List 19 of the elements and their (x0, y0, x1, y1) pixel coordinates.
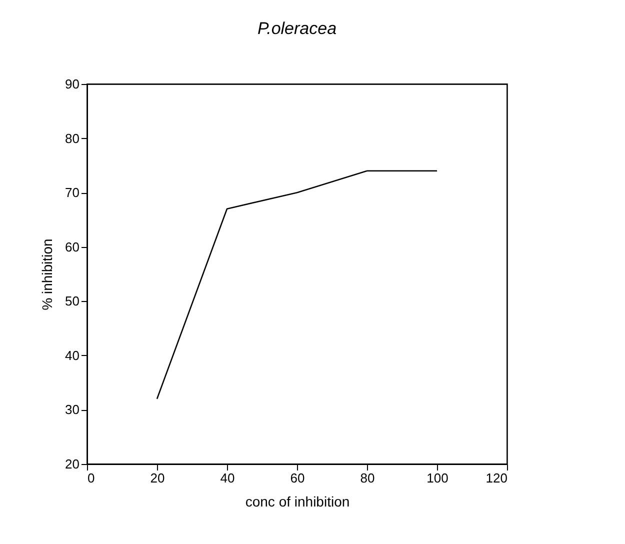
y-tick-label: 30 (65, 402, 80, 418)
x-tick-label: 20 (150, 470, 165, 486)
x-tick-label: 60 (290, 470, 305, 486)
x-axis-title: conc of inhibition (245, 494, 350, 510)
chart-title: P.oleracea (257, 19, 337, 38)
y-tick-label: 20 (65, 456, 80, 472)
y-tick-label: 60 (65, 239, 80, 254)
x-tick-label: 80 (360, 470, 375, 486)
y-axis-title: % inhibition (39, 238, 56, 310)
y-tick-label: 80 (65, 130, 80, 146)
y-tick-label: 40 (65, 348, 80, 363)
y-tick-label: 90 (65, 76, 80, 92)
x-tick-label: 0 (88, 470, 95, 486)
x-tick-label: 40 (220, 470, 235, 486)
x-tick-label: 100 (426, 470, 448, 486)
x-tick-label: 120 (486, 470, 508, 486)
y-tick-label: 70 (65, 185, 80, 200)
y-tick-label: 50 (65, 294, 80, 309)
line-series (156, 170, 438, 400)
